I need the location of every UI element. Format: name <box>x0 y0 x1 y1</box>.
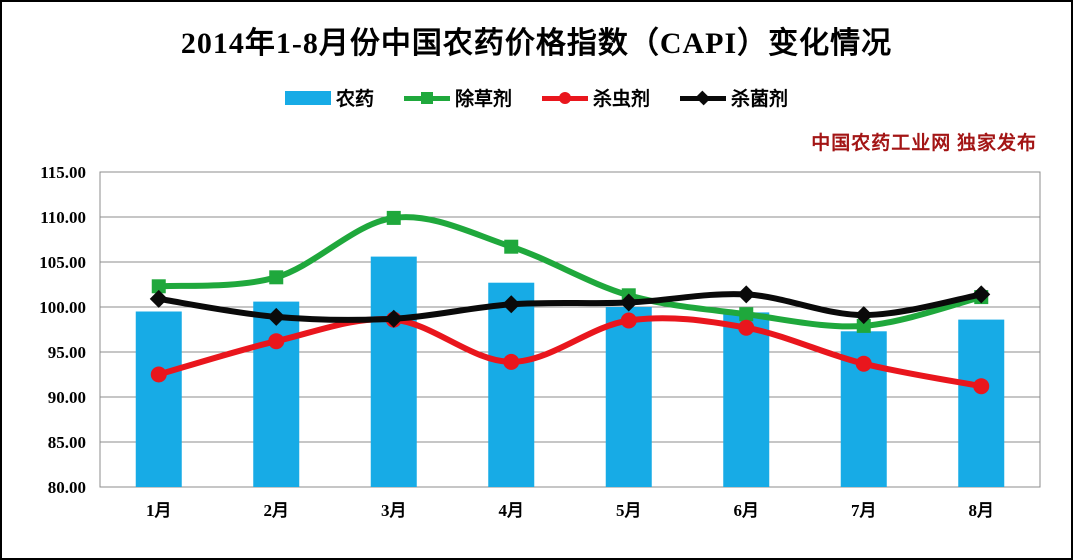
x-axis-tick-label: 8月 <box>969 501 995 520</box>
marker-diamond-杀菌剂-5月 <box>619 293 638 312</box>
legend-line-circle-icon <box>542 89 588 107</box>
legend-line-diamond-icon <box>680 89 727 107</box>
y-axis-tick-label: 80.00 <box>48 478 86 497</box>
legend-line-square-icon <box>403 89 450 107</box>
x-axis-tick-label: 5月 <box>616 501 642 520</box>
legend: 农药 除草剂 杀虫剂 杀菌剂 <box>2 84 1071 111</box>
legend-item: 农药 <box>284 84 374 111</box>
marker-circle-杀虫剂-1月 <box>150 366 167 383</box>
bar-农药-2月 <box>253 301 300 487</box>
line-杀菌剂 <box>155 291 985 323</box>
marker-circle-杀虫剂-8月 <box>973 378 990 395</box>
marker-diamond-杀菌剂-6月 <box>737 285 756 304</box>
x-axis-tick-label: 7月 <box>851 501 877 520</box>
marker-circle-杀虫剂-5月 <box>620 312 637 329</box>
marker-diamond-杀菌剂-8月 <box>972 285 991 304</box>
legend-item: 除草剂 <box>403 84 512 111</box>
marker-circle-杀虫剂-2月 <box>268 333 285 350</box>
legend-item: 杀菌剂 <box>680 84 788 111</box>
chart-title: 2014年1-8月份中国农药价格指数（CAPI）变化情况 <box>180 27 893 60</box>
x-axis-tick-label: 4月 <box>499 501 525 520</box>
x-axis-tick-label: 1月 <box>146 501 172 520</box>
legend-label: 除草剂 <box>454 89 512 110</box>
marker-circle-杀虫剂-6月 <box>738 319 755 336</box>
marker-diamond-杀菌剂-3月 <box>384 309 403 328</box>
bar-农药-3月 <box>370 256 417 487</box>
y-axis-tick-label: 85.00 <box>48 433 86 452</box>
line-杀虫剂 <box>155 315 985 390</box>
publisher-note: 中国农药工业网 独家发布 <box>811 133 1037 154</box>
x-axis-tick-label: 6月 <box>734 501 760 520</box>
legend-label: 杀菌剂 <box>731 89 789 110</box>
legend-bar-swatch-icon <box>284 89 331 107</box>
x-axis-tick-label: 3月 <box>381 501 407 520</box>
legend-item: 杀虫剂 <box>542 84 650 111</box>
bar-农药-7月 <box>840 331 887 487</box>
y-axis-tick-label: 110.00 <box>40 208 86 227</box>
marker-square-除草剂-7月 <box>856 318 871 333</box>
marker-square-除草剂-6月 <box>739 307 754 322</box>
legend-label: 农药 <box>335 89 374 110</box>
bar-农药-6月 <box>723 312 770 487</box>
y-axis-tick-label: 90.00 <box>48 388 86 407</box>
x-axis-tick-label: 2月 <box>264 501 290 520</box>
y-axis-tick-label: 100.00 <box>39 298 86 317</box>
marker-square-除草剂-2月 <box>269 270 284 285</box>
plot-border <box>99 171 1041 488</box>
bar-农药-8月 <box>958 319 1005 487</box>
marker-circle-杀虫剂-7月 <box>855 355 872 372</box>
bar-农药-5月 <box>605 307 652 487</box>
marker-diamond-杀菌剂-4月 <box>502 295 521 314</box>
marker-diamond-杀菌剂-2月 <box>267 307 286 326</box>
marker-square-除草剂-1月 <box>151 279 166 294</box>
marker-square-除草剂-4月 <box>504 239 519 254</box>
marker-circle-杀虫剂-4月 <box>503 353 520 370</box>
marker-diamond-杀菌剂-7月 <box>854 306 873 325</box>
y-axis-tick-label: 95.00 <box>48 343 86 362</box>
bar-农药-1月 <box>135 311 182 487</box>
marker-square-除草剂-3月 <box>386 210 401 225</box>
y-axis-tick-label: 105.00 <box>39 253 86 272</box>
y-axis-tick-label: 115.00 <box>40 163 86 182</box>
legend-label: 杀虫剂 <box>593 89 651 110</box>
bar-农药-4月 <box>488 282 535 487</box>
marker-diamond-杀菌剂-1月 <box>149 289 168 308</box>
line-除草剂 <box>155 214 985 330</box>
